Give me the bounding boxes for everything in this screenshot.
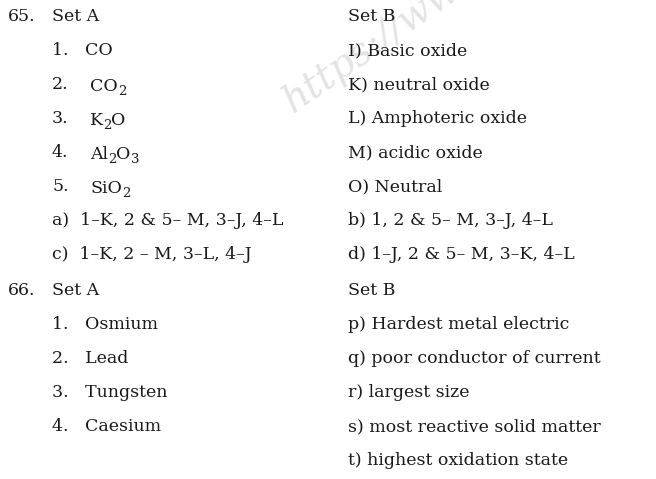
Text: K: K — [90, 112, 103, 129]
Text: 4.: 4. — [52, 144, 68, 161]
Text: O) Neutral: O) Neutral — [348, 178, 442, 195]
Text: 2: 2 — [103, 119, 112, 132]
Text: CO: CO — [90, 78, 117, 95]
Text: 3.: 3. — [52, 110, 69, 127]
Text: 3.   Tungsten: 3. Tungsten — [52, 384, 167, 401]
Text: 3: 3 — [131, 153, 139, 166]
Text: c)  1–K, 2 – M, 3–L, 4–J: c) 1–K, 2 – M, 3–L, 4–J — [52, 246, 252, 263]
Text: 2: 2 — [108, 153, 116, 166]
Text: p) Hardest metal electric: p) Hardest metal electric — [348, 316, 569, 333]
Text: 1.   CO: 1. CO — [52, 42, 113, 59]
Text: Set B: Set B — [348, 8, 396, 25]
Text: 66.: 66. — [8, 282, 35, 299]
Text: I) Basic oxide: I) Basic oxide — [348, 42, 467, 59]
Text: Set A: Set A — [52, 282, 99, 299]
Text: Al: Al — [90, 146, 108, 163]
Text: r) largest size: r) largest size — [348, 384, 470, 401]
Text: K) neutral oxide: K) neutral oxide — [348, 76, 490, 93]
Text: 5.: 5. — [52, 178, 69, 195]
Text: SiO: SiO — [90, 180, 122, 197]
Text: 65.: 65. — [8, 8, 35, 25]
Text: q) poor conductor of current: q) poor conductor of current — [348, 350, 601, 367]
Text: a)  1–K, 2 & 5– M, 3–J, 4–L: a) 1–K, 2 & 5– M, 3–J, 4–L — [52, 212, 283, 229]
Text: t) highest oxidation state: t) highest oxidation state — [348, 452, 568, 469]
Text: b) 1, 2 & 5– M, 3–J, 4–L: b) 1, 2 & 5– M, 3–J, 4–L — [348, 212, 553, 229]
Text: 1.   Osmium: 1. Osmium — [52, 316, 158, 333]
Text: Set B: Set B — [348, 282, 396, 299]
Text: 2.   Lead: 2. Lead — [52, 350, 129, 367]
Text: https://www.st: https://www.st — [276, 0, 529, 120]
Text: O: O — [112, 112, 126, 129]
Text: 2.: 2. — [52, 76, 69, 93]
Text: s) most reactive solid matter: s) most reactive solid matter — [348, 418, 601, 435]
Text: Set A: Set A — [52, 8, 99, 25]
Text: d) 1–J, 2 & 5– M, 3–K, 4–L: d) 1–J, 2 & 5– M, 3–K, 4–L — [348, 246, 575, 263]
Text: M) acidic oxide: M) acidic oxide — [348, 144, 483, 161]
Text: 4.   Caesium: 4. Caesium — [52, 418, 161, 435]
Text: O: O — [116, 146, 131, 163]
Text: L) Amphoteric oxide: L) Amphoteric oxide — [348, 110, 527, 127]
Text: 2: 2 — [117, 85, 126, 98]
Text: 2: 2 — [122, 187, 131, 200]
